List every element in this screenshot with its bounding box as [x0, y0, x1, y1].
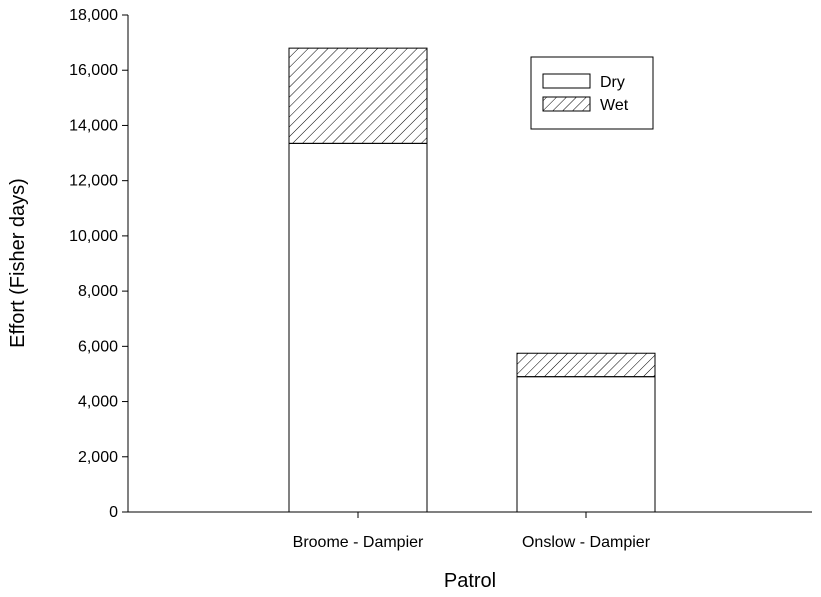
bar-dry-1	[516, 376, 656, 513]
x-axis-title: Patrol	[444, 570, 496, 592]
bars-group	[288, 47, 656, 513]
bar-dry-0	[288, 142, 428, 513]
y-tick-label: 0	[109, 504, 118, 521]
y-tick-label: 2,000	[78, 449, 118, 466]
y-axis-title: Effort (Fisher days)	[7, 178, 29, 348]
bar-wet-1	[516, 352, 656, 378]
legend-label-wet: Wet	[600, 97, 629, 114]
y-tick-label: 6,000	[78, 338, 118, 355]
legend-swatch-dry	[542, 73, 591, 89]
y-tick-label: 4,000	[78, 394, 118, 411]
y-tick-label: 16,000	[69, 62, 118, 79]
x-tick-label: Broome - Dampier	[293, 534, 424, 551]
y-tick-label: 10,000	[69, 228, 118, 245]
legend: Dry Wet	[530, 56, 654, 130]
y-tick-label: 18,000	[69, 7, 118, 24]
legend-box	[530, 56, 654, 130]
x-axis: Broome - Dampier Onslow - Dampier	[128, 511, 812, 551]
legend-label-dry: Dry	[600, 74, 625, 91]
x-tick-label: Onslow - Dampier	[522, 534, 651, 551]
y-tick-label: 8,000	[78, 283, 118, 300]
y-tick-label: 12,000	[69, 173, 118, 190]
y-axis: 0 2,000 4,000 6,000 8,000 10,000 12,000 14,000 1…	[69, 7, 129, 521]
y-tick-label: 14,000	[69, 117, 118, 134]
legend-swatch-wet	[542, 96, 591, 112]
bar-wet-0	[288, 47, 428, 144]
